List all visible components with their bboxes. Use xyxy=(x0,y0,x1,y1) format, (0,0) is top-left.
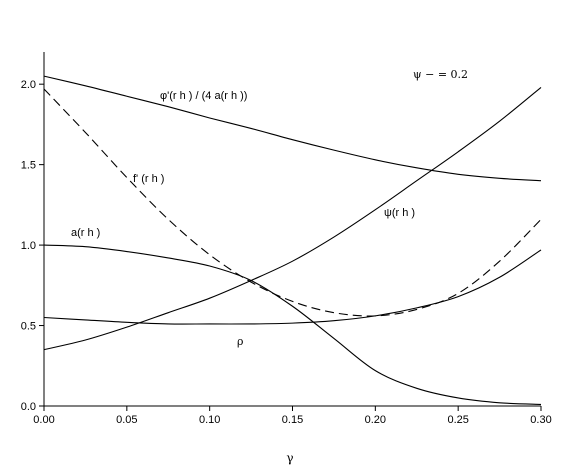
parameter-note: ψ − = 0.2 xyxy=(413,68,468,81)
x-tick-label: 0.25 xyxy=(447,414,468,426)
y-tick-label: 0.5 xyxy=(21,321,36,333)
y-ticks: 0.0 0.5 1.0 1.5 2.0 xyxy=(21,79,44,413)
y-tick-label: 1.0 xyxy=(21,240,36,252)
x-tick-label: 0.20 xyxy=(365,414,386,426)
x-tick-label: 0.10 xyxy=(199,414,220,426)
x-tick-label: 0.30 xyxy=(530,414,551,426)
x-tick-label: 0.15 xyxy=(282,414,303,426)
x-axis-title: γ xyxy=(286,451,293,465)
plot-area: 0.00 0.05 0.10 0.15 0.20 0.25 0.30 0.0 0.5 1.0 1.… xyxy=(21,52,552,426)
series-a xyxy=(43,244,542,405)
series-psi xyxy=(43,86,542,351)
label-f-prime: f' (r h ) xyxy=(133,173,164,185)
x-ticks: 0.00 0.05 0.10 0.15 0.20 0.25 0.30 xyxy=(33,406,552,426)
y-tick-label: 0.0 xyxy=(21,401,36,413)
series-f-prime xyxy=(43,88,542,317)
y-tick-label: 1.5 xyxy=(21,160,36,172)
series-rho xyxy=(43,249,542,325)
label-psi: ψ(r h ) xyxy=(384,207,415,219)
y-tick-label: 2.0 xyxy=(21,79,36,91)
label-phi-over-4a: φ'(r h ) / (4 a(r h )) xyxy=(160,90,247,102)
curves xyxy=(43,75,542,405)
series-phi-over-4a xyxy=(43,75,542,182)
label-a: a(r h ) xyxy=(71,227,100,239)
x-tick-label: 0.05 xyxy=(116,414,137,426)
x-tick-label: 0.00 xyxy=(33,414,54,426)
label-rho: ρ xyxy=(237,335,243,348)
